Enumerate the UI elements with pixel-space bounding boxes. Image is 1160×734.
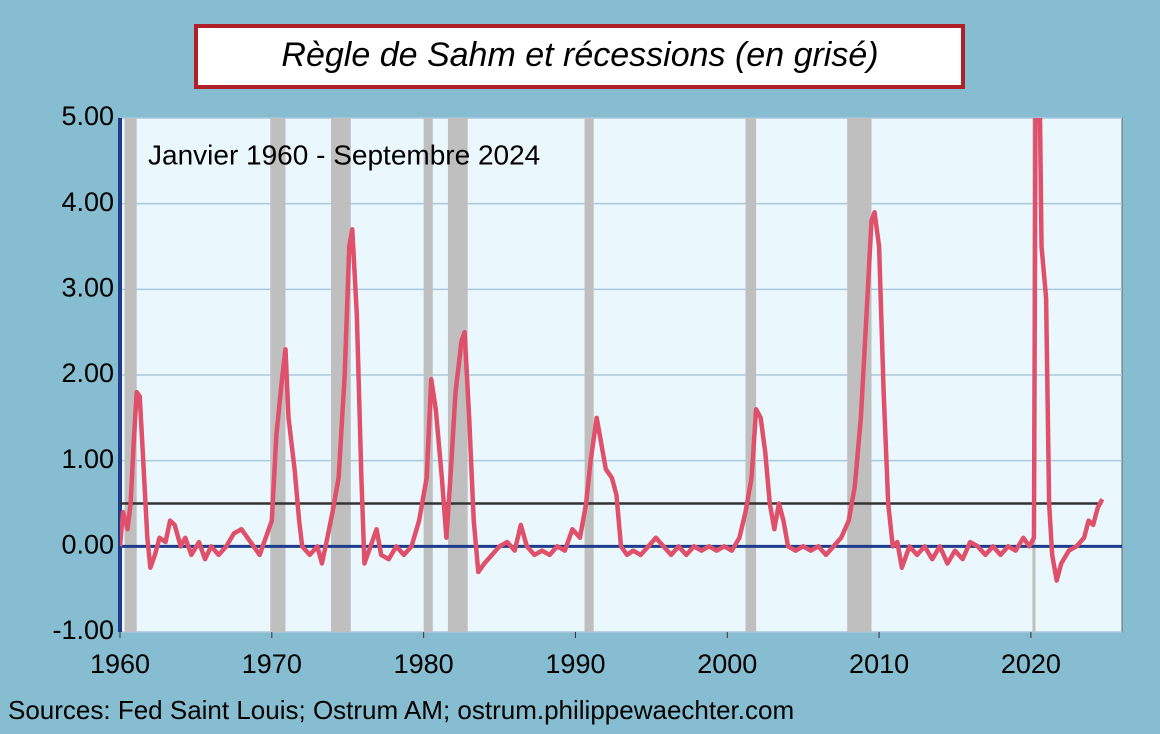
recession-band: [423, 118, 433, 632]
plot: -1.00 0.00 1.00 2.00 3.00 4.00 5.00 1960 1970 198…: [52, 101, 1122, 679]
recession-band: [331, 118, 351, 632]
recession-band: [584, 118, 594, 632]
recession-band: [124, 118, 137, 632]
y-tick-label: 2.00: [61, 358, 114, 388]
chart-subtitle: Janvier 1960 - Septembre 2024: [148, 139, 540, 170]
title-box: [194, 24, 965, 89]
y-tick-label: 0.00: [61, 529, 114, 559]
x-tick-label: 2000: [697, 649, 757, 679]
y-tick-label: 1.00: [61, 444, 114, 474]
y-tick-label: 4.00: [61, 187, 114, 217]
recession-band: [847, 118, 872, 632]
chart-title: Règle de Sahm et récessions (en grisé): [281, 36, 878, 74]
recession-band: [745, 118, 757, 632]
data-line: [120, 118, 1105, 583]
x-tick-label: 2020: [1001, 649, 1061, 679]
y-tick-label: 5.00: [61, 101, 114, 131]
x-tick-label: 1980: [394, 649, 454, 679]
source-note: Sources: Fed Saint Louis; Ostrum AM; ost…: [8, 695, 794, 725]
x-tick-label: 1960: [90, 649, 150, 679]
x-tick-label: 2010: [849, 649, 909, 679]
x-tick-label: 1990: [545, 649, 605, 679]
y-tick-label: 3.00: [61, 272, 114, 302]
y-tick-label: -1.00: [52, 615, 114, 645]
x-tick-label: 1970: [242, 649, 302, 679]
